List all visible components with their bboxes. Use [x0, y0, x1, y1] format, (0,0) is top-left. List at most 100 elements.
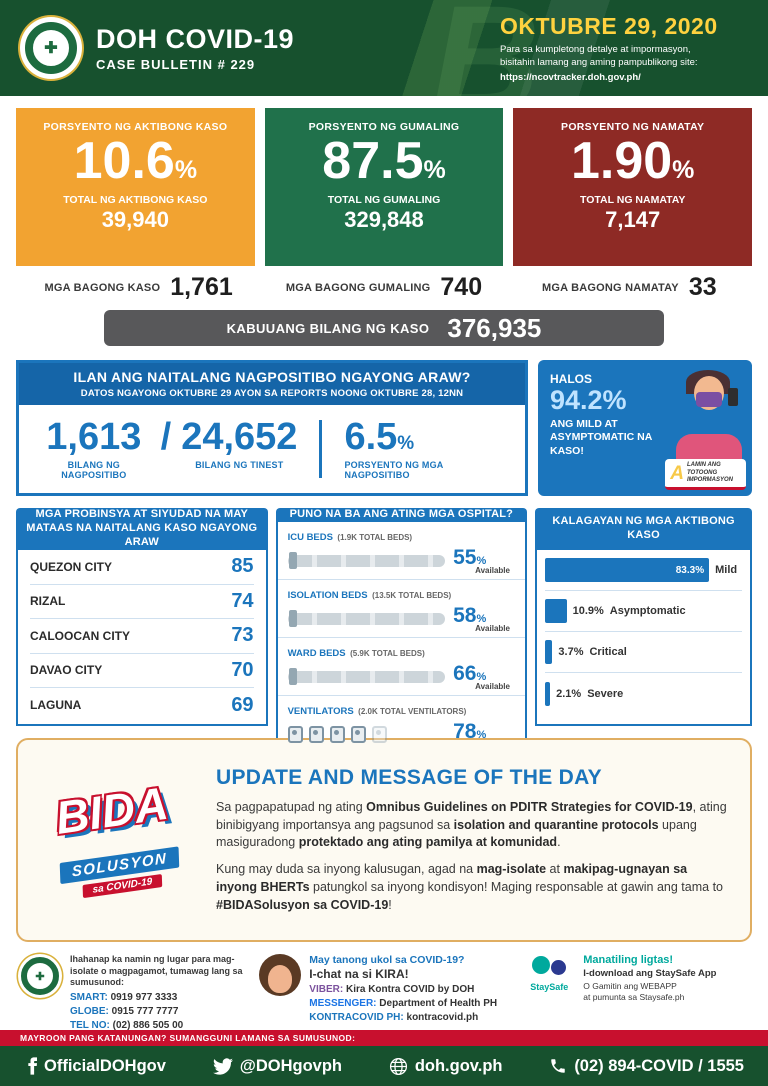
- staysafe-logo-text: StaySafe: [530, 982, 569, 992]
- hospital-capacity-column: PUNO NA BA ANG ATING MGA OSPITAL? ICU BE…: [275, 508, 528, 755]
- deaths-total-value: 7,147: [605, 207, 661, 233]
- ventilators-total: (2.0K TOTAL VENTILATORS): [358, 706, 467, 716]
- area-value: 70: [231, 658, 254, 681]
- ventilators-label: VENTILATORS: [287, 705, 354, 717]
- website-link[interactable]: doh.gov.ph: [389, 1057, 503, 1076]
- kira-kontracovid[interactable]: KONTRACOVID PH: kontracovid.ph: [309, 1012, 479, 1023]
- total-cases-value: 376,935: [447, 312, 542, 343]
- recovered-percent-label: PORSYENTO NG GUMALING: [308, 121, 460, 133]
- header-info: Para sa kumpletong detalye at impormasyo…: [500, 44, 748, 70]
- active-cases-card: PORSYENTO NG AKTIBONG KASO 10.6% TOTAL N…: [16, 108, 255, 266]
- positive-count: 1,613: [46, 416, 142, 458]
- tracker-url-link[interactable]: https://ncovtracker.doh.gov.ph/: [500, 71, 641, 83]
- staysafe-download[interactable]: I-download ang StaySafe App: [583, 968, 717, 979]
- doh-seal-inner: ✚: [21, 957, 59, 995]
- tested-count-label: BILANG NG TINEST: [195, 460, 284, 470]
- top-areas-list: QUEZON CITY 85 RIZAL 74 CALOOCAN CITY 73…: [16, 550, 268, 726]
- active-percent-label: PORSYENTO NG AKTIBONG KASO: [43, 121, 228, 133]
- isolation-hotline-block: ✚ Ihahanap ka namin ng lugar para mag-is…: [18, 954, 249, 1031]
- globe-icon: [389, 1057, 407, 1075]
- facebook-icon: [28, 1057, 37, 1075]
- ventilator-icon: [287, 726, 303, 744]
- info-line-1: Para sa kumpletong detalye at impormasyo…: [500, 44, 691, 56]
- area-row: CALOOCAN CITY 73: [30, 619, 254, 654]
- isolation-beds-label: ISOLATION BEDS: [287, 589, 368, 601]
- area-name: QUEZON CITY: [30, 559, 113, 574]
- icu-availability: 55% Available: [453, 547, 515, 575]
- recovered-percent-value: 87.5%: [322, 132, 446, 190]
- facebook-link[interactable]: OfficialDOHgov: [24, 1056, 166, 1076]
- page-title: DOH COVID-19: [96, 24, 295, 54]
- cross-icon: ✚: [35, 970, 45, 983]
- available-label: Available: [475, 565, 510, 575]
- top-areas-column: MGA PROBINSYA AT SIYUDAD NA MAY MATAAS N…: [16, 508, 268, 726]
- bida-solusyon-logo: BIDA SOLUSYON sa COVID-19: [25, 775, 206, 904]
- positive-count-label: BILANG NG NAGPOSITIBO: [61, 460, 127, 480]
- active-total-value: 39,940: [101, 207, 169, 233]
- bulletin-number: CASE BULLETIN # 229: [96, 57, 256, 72]
- badge-letter: A: [670, 462, 684, 484]
- critical-label: Critical: [589, 646, 627, 658]
- severe-label: Severe: [587, 687, 624, 700]
- area-row: QUEZON CITY 85: [30, 550, 254, 585]
- hotline-smart: SMART: 0919 977 3333: [70, 992, 178, 1004]
- message-text: UPDATE AND MESSAGE OF THE DAY Sa pagpapa…: [216, 766, 730, 915]
- deaths-card: PORSYENTO NG NAMATAY 1.90% TOTAL NG NAMA…: [513, 108, 753, 266]
- twitter-link[interactable]: @DOHgovph: [212, 1056, 342, 1076]
- staysafe-mark-icon: [532, 954, 567, 982]
- kira-question: May tanong ukol sa COVID-19?: [309, 954, 465, 966]
- header-right: OKTUBRE 29, 2020 Para sa kumpletong deta…: [500, 13, 748, 83]
- callout-percent: 94.2%: [550, 385, 627, 415]
- deaths-total-label: TOTAL NG NAMATAY: [579, 194, 686, 207]
- new-cases-value: 1,761: [170, 273, 233, 301]
- recovered-total-label: TOTAL NG GUMALING: [327, 194, 441, 207]
- twitter-handle: @DOHgovph: [239, 1056, 342, 1075]
- positivity-header: ILAN ANG NAITALANG NAGPOSITIBO NGAYONG A…: [19, 363, 525, 405]
- asymptomatic-label: Asymptomatic: [609, 605, 686, 617]
- kira-viber: VIBER: Kira Kontra COVID by DOH: [309, 984, 475, 995]
- isolation-beds-item: ISOLATION BEDS (13.5K TOTAL BEDS) 58% Av…: [277, 580, 526, 638]
- critical-bar: [545, 640, 553, 664]
- staysafe-logo: StaySafe: [523, 954, 575, 992]
- new-recoveries-label: MGA BAGONG GUMALING: [285, 281, 431, 294]
- fraction-slash: /: [160, 416, 172, 458]
- bida-logo-text: BIDA: [52, 776, 172, 844]
- positive-count-col: 1,613 BILANG NG NAGPOSITIBO: [37, 418, 151, 480]
- new-deaths-value: 33: [688, 273, 717, 301]
- recovered-card: PORSYENTO NG GUMALING 87.5% TOTAL NG GUM…: [264, 108, 504, 266]
- severe-bar: [545, 681, 551, 706]
- message-paragraph-2: Kung may duda sa inyong kalusugan, agad …: [216, 862, 723, 912]
- new-recoveries-value: 740: [440, 273, 483, 301]
- twitter-icon: [212, 1057, 233, 1075]
- beds-bar: [287, 551, 446, 569]
- staysafe-webapp[interactable]: O Gamitin ang WEBAPP at pumunta sa Stays…: [583, 981, 685, 1003]
- positive-tested-fraction: 1,613 BILANG NG NAGPOSITIBO / 24,652 BIL…: [37, 418, 297, 480]
- bar-track: 10.9% Asymptomatic: [545, 599, 742, 623]
- deaths-percent-label: PORSYENTO NG NAMATAY: [561, 121, 705, 133]
- new-deaths-label: MGA BAGONG NAMATAY: [542, 281, 679, 294]
- area-name: DAVAO CITY: [30, 663, 103, 678]
- area-name: LAGUNA: [30, 698, 82, 713]
- area-value: 69: [231, 693, 254, 716]
- message-paragraph-1: Sa pagpapatupad ng ating Omnibus Guideli…: [216, 799, 727, 850]
- isolation-availability: 58% Available: [453, 605, 515, 633]
- ventilator-icon: [329, 726, 345, 744]
- phone-icon: [728, 388, 738, 406]
- active-total-label: TOTAL NG AKTIBONG KASO: [63, 194, 208, 207]
- alamin-badge: A LAMIN ANG TOTOONG IMPORMASYON: [665, 459, 746, 490]
- area-value: 73: [231, 624, 254, 647]
- severe-percent: 2.1%: [556, 687, 582, 700]
- hotline-phone[interactable]: (02) 894-COVID / 1555: [549, 1057, 744, 1076]
- hotline-number: (02) 894-COVID / 1555: [574, 1056, 744, 1075]
- isolation-beds-row: 58% Available: [287, 605, 516, 633]
- available-label: Available: [475, 623, 510, 633]
- ventilator-icon: [350, 726, 366, 744]
- stat-cards: PORSYENTO NG AKTIBONG KASO 10.6% TOTAL N…: [0, 96, 768, 266]
- mild-label: Mild: [715, 564, 738, 576]
- message-title: UPDATE AND MESSAGE OF THE DAY: [216, 765, 602, 789]
- ward-beds-row: 66% Available: [287, 663, 516, 691]
- positivity-title: ILAN ANG NAITALANG NAGPOSITIBO NGAYONG A…: [73, 369, 471, 385]
- area-row: LAGUNA 69: [30, 688, 254, 723]
- social-bar: OfficialDOHgov @DOHgovph doh.gov.ph (02)…: [0, 1046, 768, 1086]
